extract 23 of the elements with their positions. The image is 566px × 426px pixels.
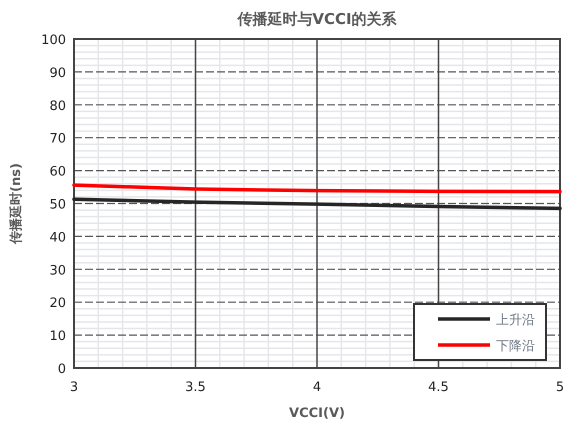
y-tick-label: 30 [49,263,66,278]
x-tick-label: 5 [556,380,564,395]
y-tick-label: 100 [41,33,66,48]
y-tick-label: 80 [49,98,66,114]
y-tick-label: 10 [49,329,66,344]
chart-title: 传播延时与VCCI的关系 [236,10,398,28]
y-tick-label: 60 [49,164,66,180]
y-axis-title: 传播延时(ns) [9,163,24,245]
legend-label: 下降沿 [496,339,535,354]
line-series [72,197,562,210]
x-tick-label: 4 [312,380,322,395]
x-tick-label: 4.5 [428,380,449,395]
y-tick-label: 40 [49,230,66,246]
x-tick-label: 3 [70,380,78,395]
line-series [72,183,562,194]
y-tick-label: 0 [58,362,66,377]
x-axis-title: VCCI(V) [289,406,345,421]
x-tick-label: 3.5 [185,380,206,395]
y-tick-label: 70 [49,132,66,147]
y-tick-label: 20 [49,296,66,312]
legend-label: 上升沿 [496,313,535,328]
y-tick-label: 50 [49,198,66,212]
y-tick-label: 90 [49,66,66,81]
